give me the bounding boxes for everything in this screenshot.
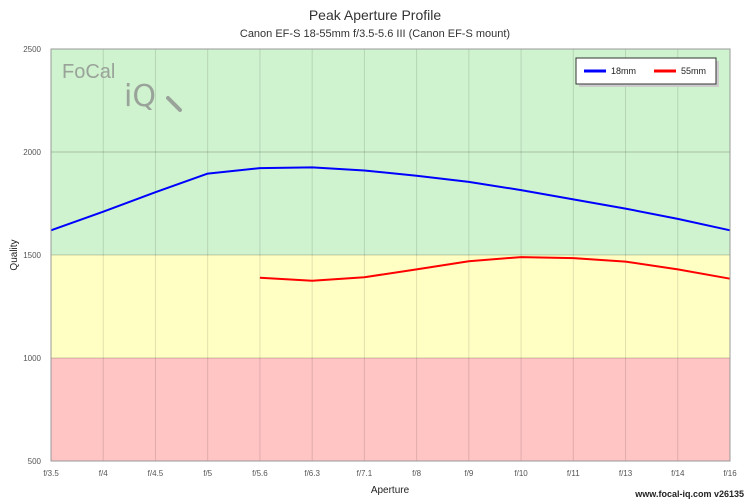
y-axis-ticks: 500 1000 1500 2000 2500 [23, 45, 41, 466]
x-tick-label: f/16 [723, 469, 737, 478]
logo-text-iq: iQ [124, 79, 156, 114]
legend-label-18mm: 18mm [611, 66, 636, 76]
x-tick-label: f/9 [464, 469, 473, 478]
x-tick-label: f/6.3 [304, 469, 320, 478]
x-axis-ticks: f/3.5 f/4 f/4.5 f/5 f/5.6 f/6.3 f/7.1 f/8 f/9 f/1… [43, 469, 737, 478]
x-tick-label: f/14 [671, 469, 685, 478]
legend: 18mm 55mm [575, 57, 719, 87]
x-tick-label: f/4.5 [148, 469, 164, 478]
y-tick-label: 1500 [23, 251, 41, 260]
y-tick-label: 2500 [23, 45, 41, 54]
x-tick-label: f/3.5 [43, 469, 59, 478]
x-tick-label: f/7.1 [357, 469, 373, 478]
x-tick-label: f/10 [514, 469, 528, 478]
y-axis-label: Quality [9, 239, 20, 270]
footer-credit: www.focal-iq.com v26135 [634, 489, 744, 499]
series-line-55mm [259, 256, 731, 282]
logo-text-fo: Fo [62, 61, 85, 83]
x-tick-label: f/11 [567, 469, 580, 478]
magnifier-icon [166, 96, 182, 112]
quality-band-1 [51, 255, 730, 358]
x-tick-label: f/8 [412, 469, 421, 478]
logo-text-al: al [100, 61, 116, 83]
x-tick-label: f/5.6 [252, 469, 268, 478]
logo-text-c: C [85, 61, 99, 83]
y-tick-label: 500 [28, 457, 42, 466]
series-line-18mm [50, 166, 731, 232]
x-tick-label: f/4 [99, 469, 108, 478]
svg-text:FoCal: FoCal [62, 61, 115, 83]
x-axis-label: Aperture [371, 485, 410, 496]
x-tick-label: f/5 [203, 469, 212, 478]
y-tick-label: 1000 [23, 354, 41, 363]
quality-bands [51, 49, 730, 461]
focal-iq-logo: FoCal iQ [62, 61, 182, 114]
legend-label-55mm: 55mm [681, 66, 706, 76]
series-lines [50, 166, 731, 282]
chart-subtitle: Canon EF-S 18-55mm f/3.5-5.6 III (Canon … [240, 28, 510, 40]
plot-border [50, 48, 731, 462]
y-tick-label: 2000 [23, 148, 41, 157]
x-tick-label: f/13 [619, 469, 633, 478]
chart-title: Peak Aperture Profile [309, 7, 442, 23]
quality-band-0 [51, 358, 730, 461]
